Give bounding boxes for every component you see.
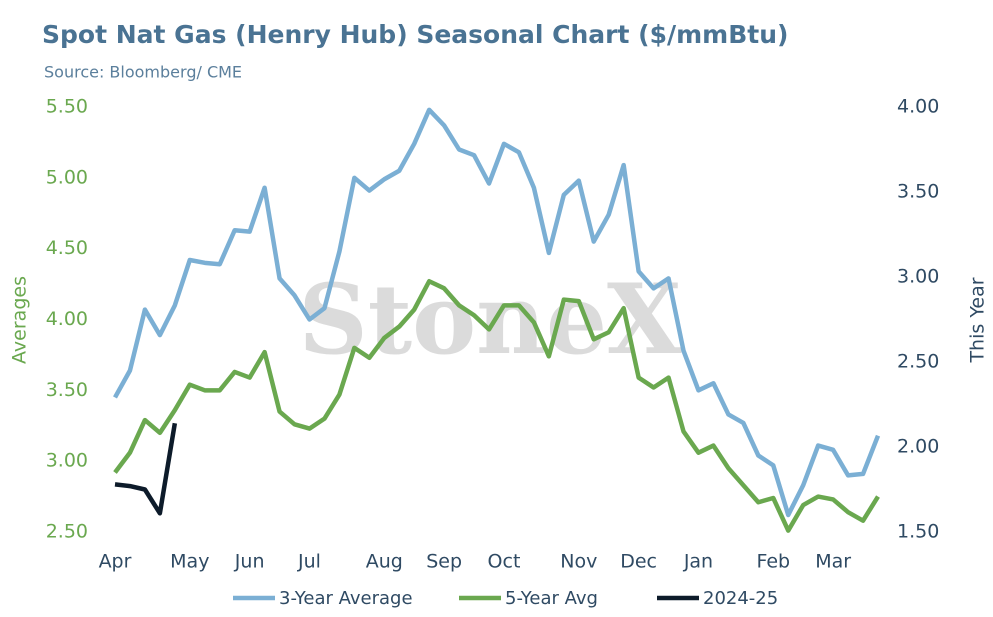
y2-tick-label: 4.00 <box>897 96 939 118</box>
y-tick-label: 4.00 <box>46 308 88 330</box>
y2-tick-label: 2.00 <box>897 436 939 458</box>
y-tick-label: 3.50 <box>46 379 88 401</box>
x-tick-label: Aug <box>366 551 403 573</box>
chart-subtitle: Source: Bloomberg/ CME <box>44 63 242 82</box>
series-line <box>113 279 880 533</box>
y-tick-label: 2.50 <box>46 521 88 543</box>
legend-label: 3-Year Average <box>279 588 413 609</box>
y-tick-label: 5.00 <box>46 166 88 188</box>
y2-tick-label: 2.50 <box>897 351 939 373</box>
x-tick-label: May <box>170 551 209 573</box>
series-line <box>113 107 881 518</box>
x-tick-label: Feb <box>756 551 790 573</box>
x-tick-label: Jul <box>297 551 321 573</box>
x-tick-label: Jan <box>683 551 713 573</box>
x-tick-label: Dec <box>620 551 657 573</box>
y2-tick-label: 3.00 <box>897 266 939 288</box>
y2-tick-label: 3.50 <box>897 181 939 203</box>
x-tick-label: Apr <box>99 551 132 573</box>
y-tick-label: 5.50 <box>46 96 88 118</box>
y2-axis-label: This Year <box>967 277 989 363</box>
x-tick-label: Jun <box>234 551 265 573</box>
legend-label: 2024-25 <box>703 588 778 609</box>
y-axis-label: Averages <box>9 276 31 364</box>
x-tick-label: Sep <box>426 551 462 573</box>
series-line <box>114 422 178 516</box>
x-tick-label: Nov <box>560 551 597 573</box>
y-tick-label: 3.00 <box>46 450 88 472</box>
chart-title: Spot Nat Gas (Henry Hub) Seasonal Chart … <box>42 20 788 49</box>
legend-label: 5-Year Avg <box>505 588 598 609</box>
x-tick-label: Oct <box>488 551 521 573</box>
y2-tick-label: 1.50 <box>897 521 939 543</box>
x-tick-label: Mar <box>815 551 851 573</box>
y-tick-label: 4.50 <box>46 237 88 259</box>
